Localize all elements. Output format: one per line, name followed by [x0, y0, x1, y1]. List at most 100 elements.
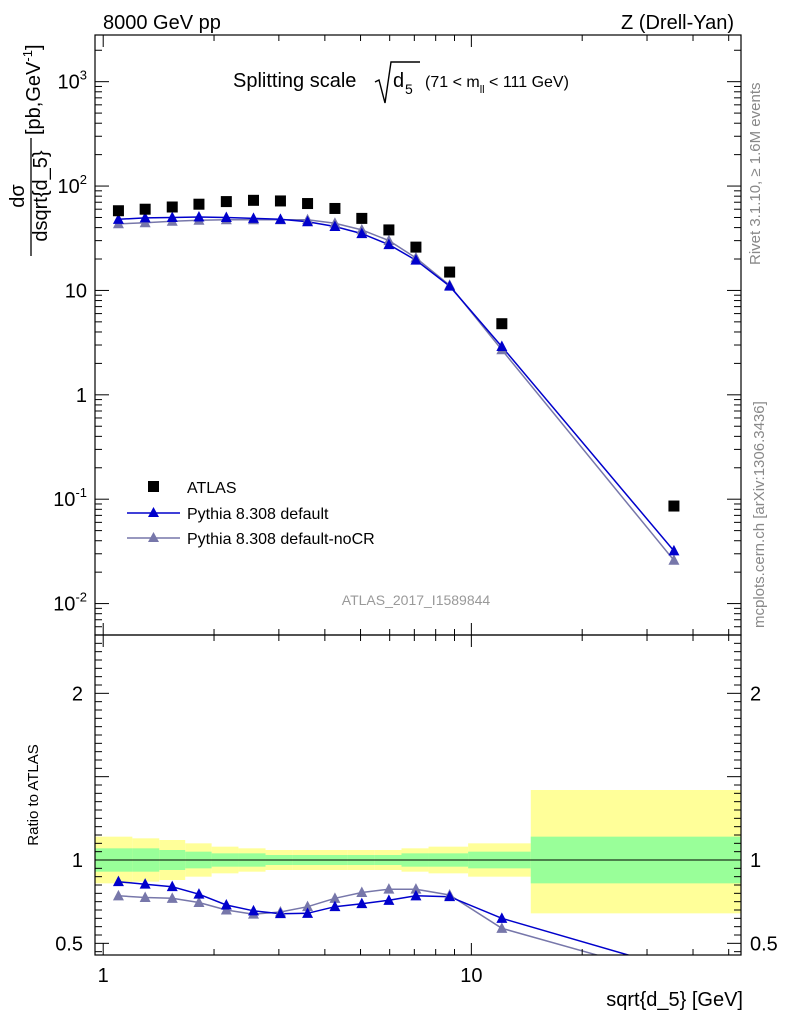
- main-point-pythia_default: [356, 227, 368, 239]
- main-y-tick-label: 1: [76, 385, 87, 407]
- ratio-point-pythia_default: [496, 912, 508, 923]
- ratio-point-pythia_default: [444, 890, 456, 902]
- legend-entry-pythia-nocr: Pythia 8.308 default-noCR: [127, 531, 375, 548]
- ratio-point-pythia_nocr: [496, 922, 508, 933]
- ratio-point-pythia_default: [139, 878, 151, 889]
- legend: ATLAS Pythia 8.308 default Pythia 8.308 …: [127, 480, 375, 548]
- main-y-tick-label: 10: [65, 280, 87, 302]
- ratio-point-pythia_default: [220, 899, 232, 910]
- ratio-y-tick-label: 1: [72, 850, 83, 872]
- main-y-tick-label: 10-1: [53, 485, 87, 511]
- ratio-point-pythia_default: [302, 907, 314, 918]
- main-point-atlas: [220, 196, 232, 208]
- mcplots-label: mcplots.cern.ch [arXiv:1306.3436]: [751, 401, 768, 628]
- main-ylabel: dσ dsqrt{d_5} [pb,GeV-1]: [7, 44, 52, 256]
- tick-base: 10: [58, 72, 80, 94]
- main-point-atlas: [302, 198, 314, 210]
- main-point-pythia_default: [166, 211, 178, 222]
- ratio-point-pythia_nocr: [329, 892, 341, 903]
- ylabel-numerator: dσ: [7, 184, 29, 208]
- tick-exponent: -1: [75, 485, 87, 500]
- main-point-atlas: [668, 500, 680, 512]
- ratio-point-pythia_default: [329, 900, 341, 912]
- main-point-pythia_default: [302, 215, 314, 227]
- main-point-atlas: [356, 212, 368, 224]
- tick-exponent: -2: [75, 590, 87, 605]
- plot-title-text: Splitting scale: [233, 70, 356, 92]
- main-point-atlas: [112, 205, 124, 217]
- main-point-pythia_default: [247, 212, 259, 223]
- ratio-uncertainty-bands: [95, 790, 741, 914]
- ylabel-denominator: dsqrt{d_5}: [30, 150, 52, 242]
- legend-marker-atlas: [148, 481, 159, 492]
- main-point-atlas: [329, 202, 341, 214]
- plot-title: Splitting scale d 5 (71 < mll < 111 GeV): [233, 61, 569, 104]
- main-point-pythia_default: [112, 213, 124, 224]
- tick-base: 10: [58, 176, 80, 198]
- title-sqrt-d: d: [393, 70, 404, 92]
- legend-marker-pythia-default: [148, 507, 159, 517]
- ratio-point-pythia_nocr: [112, 889, 124, 901]
- main-y-tick-label: 102: [58, 172, 87, 198]
- ratio-point-pythia_default: [247, 904, 259, 916]
- main-point-atlas: [383, 224, 395, 236]
- main-point-pythia_default: [274, 213, 286, 224]
- tick-base: 10: [65, 280, 87, 302]
- ratio-y-tick-label: 0.5: [55, 933, 83, 955]
- title-cut: (71 < mll < 111 GeV): [425, 74, 569, 96]
- ratio-point-pythia_nocr: [410, 883, 422, 894]
- ratio-ylabel: Ratio to ATLAS: [25, 744, 42, 845]
- main-point-atlas: [496, 318, 508, 330]
- main-line-pythia_default: [118, 216, 675, 552]
- legend-label-pythia-default: Pythia 8.308 default: [187, 506, 329, 523]
- ratio-point-pythia_nocr: [302, 900, 314, 912]
- ratio-point-pythia_nocr: [166, 892, 178, 903]
- ratio-frame: [94, 634, 742, 956]
- ratio-point-pythia_nocr: [356, 886, 368, 897]
- main-point-pythia_default: [329, 220, 341, 231]
- legend-label-atlas: ATLAS: [187, 480, 237, 497]
- ratio-panel-marks: [112, 875, 679, 982]
- ratio-y-tick-label-right: 0.5: [750, 933, 778, 955]
- main-point-pythia_default: [668, 544, 680, 556]
- ratio-point-pythia_nocr: [383, 883, 395, 894]
- ratio-point-pythia_nocr: [668, 971, 679, 982]
- main-point-pythia_default: [139, 211, 151, 223]
- ratio-point-pythia_default: [112, 875, 124, 887]
- legend-marker-pythia-nocr: [148, 532, 159, 542]
- main-point-atlas: [193, 198, 205, 210]
- tick-base: 1: [76, 385, 87, 407]
- tick-exponent: 3: [80, 68, 87, 83]
- ratio-point-pythia_default: [668, 962, 679, 973]
- ratio-point-pythia_default: [166, 880, 178, 892]
- ratio-point-pythia_default: [356, 897, 368, 909]
- main-point-pythia_default: [410, 254, 422, 265]
- rivet-label: Rivet 3.1.10, ≥ 1.6M events: [747, 83, 764, 266]
- legend-entry-pythia-default: Pythia 8.308 default: [127, 506, 329, 523]
- main-point-pythia_nocr: [668, 554, 680, 565]
- legend-entry-atlas: ATLAS: [148, 480, 237, 497]
- ratio-y-tick-label-right: 1: [750, 850, 761, 872]
- main-point-atlas: [444, 266, 456, 278]
- main-point-atlas: [166, 201, 178, 213]
- ratio-point-pythia_nocr: [193, 896, 205, 907]
- ratio-point-pythia_default: [383, 894, 395, 905]
- header-right: Z (Drell-Yan): [621, 12, 734, 34]
- main-point-pythia_default: [383, 238, 395, 250]
- main-panel-marks: [112, 194, 680, 565]
- main-y-tick-label: 10-2: [53, 590, 87, 616]
- main-y-tick-label: 103: [58, 68, 87, 94]
- ylabel-units: [pb,GeV-1]: [20, 44, 45, 135]
- ratio-point-pythia_nocr: [139, 891, 151, 902]
- ratio-point-pythia_default: [274, 907, 286, 919]
- legend-label-pythia-nocr: Pythia 8.308 default-noCR: [187, 531, 375, 548]
- panel-frames: [94, 34, 742, 956]
- sqrt-sign: [374, 61, 420, 104]
- ratio-y-tick-label-right: 2: [750, 683, 761, 705]
- analysis-watermark: ATLAS_2017_I1589844: [342, 592, 491, 608]
- x-tick-label: 1: [98, 965, 109, 987]
- tick-base: 10: [53, 489, 75, 511]
- tick-exponent: 2: [80, 172, 87, 187]
